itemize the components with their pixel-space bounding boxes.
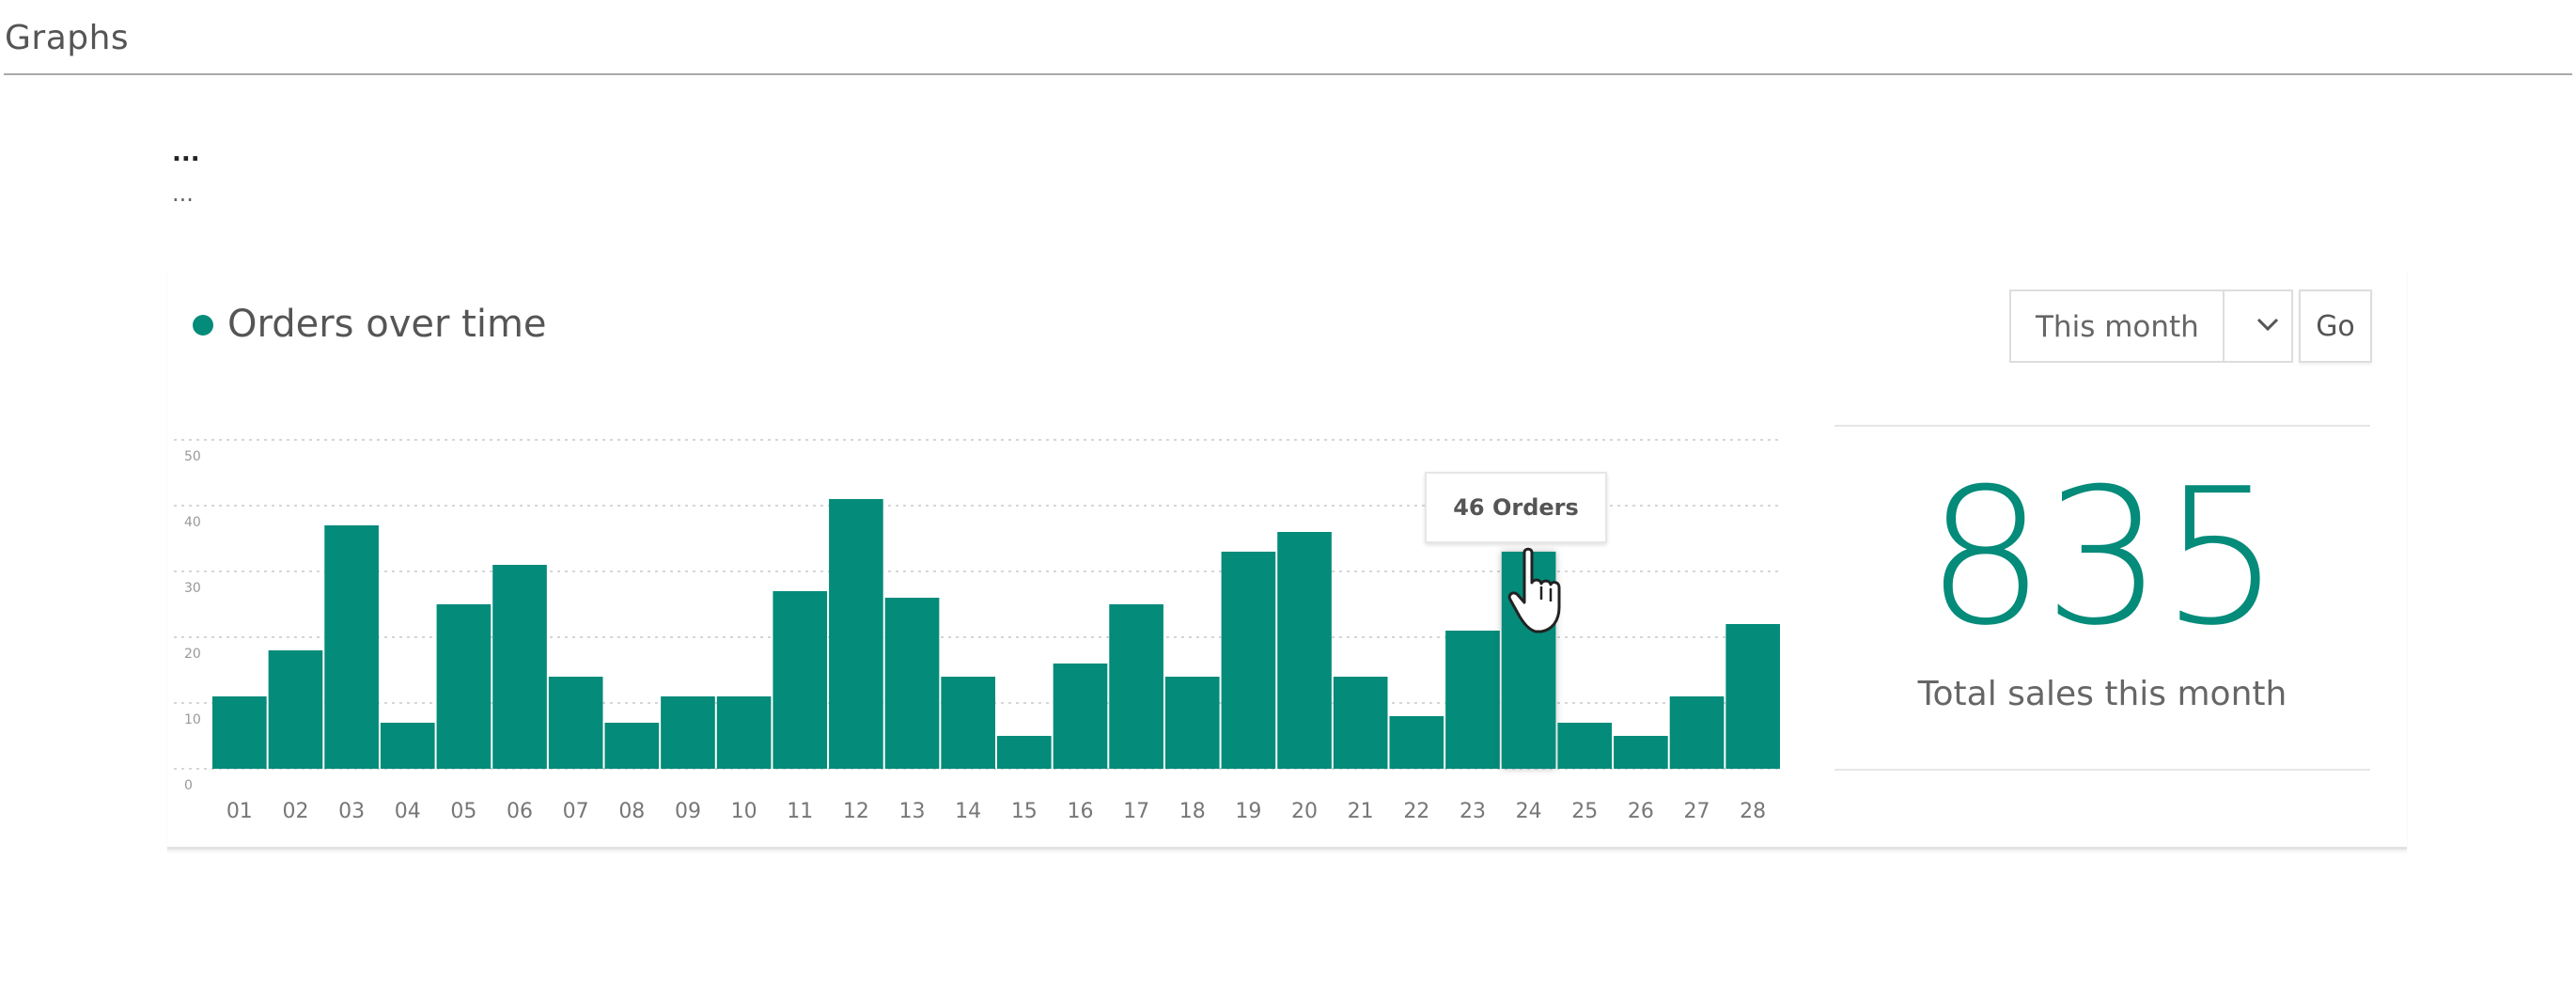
x-tick-label: 24 [1516, 800, 1542, 823]
orders-bar-chart: 0 10 20 30 40 50 01 02 03 04 05 06 07 08 09 10 11 12 13 14 1… [174, 439, 1781, 823]
stat-top-divider [1834, 425, 2370, 427]
bar-21[interactable] [1333, 677, 1388, 769]
bar-05[interactable] [436, 604, 492, 769]
bar-tooltip: 46 Orders [1425, 472, 1607, 543]
x-tick-label: 28 [1740, 800, 1766, 823]
x-tick-label: 15 [1011, 800, 1038, 823]
y-tick-label: 0 [184, 778, 193, 793]
bar-15[interactable] [997, 736, 1052, 769]
x-tick-label: 25 [1571, 800, 1598, 823]
bar-25[interactable] [1557, 723, 1613, 769]
bar-20[interactable] [1277, 532, 1332, 769]
bar-26[interactable] [1614, 736, 1668, 769]
x-tick-label: 14 [955, 800, 981, 823]
y-tick-label: 30 [184, 581, 201, 596]
bar-19[interactable] [1221, 552, 1276, 769]
x-tick-label: 21 [1348, 800, 1374, 823]
x-tick-label: 09 [675, 800, 701, 823]
y-tick-label: 20 [184, 647, 201, 662]
bar-10[interactable] [716, 696, 772, 769]
x-tick-label: 11 [787, 800, 813, 823]
bar-06[interactable] [492, 565, 547, 769]
bar-17[interactable] [1109, 604, 1163, 769]
ellipsis-heading: ... [172, 139, 200, 167]
bar-23[interactable] [1445, 631, 1500, 769]
bar-03[interactable] [324, 525, 379, 769]
x-tick-label: 04 [395, 800, 421, 823]
total-sales-panel: 835 Total sales this month [1834, 425, 2370, 771]
bar-22[interactable] [1389, 716, 1444, 769]
chevron-down-icon[interactable] [2249, 305, 2287, 343]
bar-02[interactable] [268, 650, 323, 769]
hand-cursor-icon [1507, 547, 1561, 633]
x-tick-label: 18 [1179, 800, 1206, 823]
total-sales-value: 835 [1926, 448, 2281, 667]
stat-bottom-divider [1834, 769, 2370, 771]
x-tick-label: 12 [843, 800, 869, 823]
bar-27[interactable] [1669, 696, 1725, 769]
legend-dot-icon [193, 315, 213, 336]
x-tick-label: 19 [1235, 800, 1261, 823]
bar-07[interactable] [548, 677, 603, 769]
card-title: Orders over time [227, 303, 547, 346]
x-tick-label: 13 [899, 800, 926, 823]
orders-card [167, 268, 2407, 850]
x-tick-label: 03 [338, 800, 365, 823]
x-tick-label: 01 [226, 800, 253, 823]
x-tick-label: 20 [1291, 800, 1318, 823]
bar-11[interactable] [773, 591, 828, 769]
x-tick-label: 08 [618, 800, 645, 823]
range-select-divider [2223, 291, 2225, 361]
bar-09[interactable] [661, 696, 715, 769]
x-tick-label: 27 [1684, 800, 1710, 823]
x-tick-label: 17 [1123, 800, 1149, 823]
y-tick-label: 10 [184, 712, 201, 727]
y-tick-label: 40 [184, 515, 201, 530]
x-tick-label: 22 [1403, 800, 1429, 823]
bar-18[interactable] [1164, 677, 1220, 769]
title-divider [4, 73, 2572, 75]
x-tick-label: 10 [731, 800, 757, 823]
bar-12[interactable] [829, 499, 883, 769]
x-tick-label: 07 [563, 800, 589, 823]
total-sales-label: Total sales this month [1917, 675, 2287, 713]
page-title: Graphs [5, 19, 130, 57]
ellipsis-subtext: ... [172, 180, 194, 207]
x-tick-label: 26 [1628, 800, 1654, 823]
x-tick-label: 05 [450, 800, 476, 823]
x-tick-label: 02 [282, 800, 308, 823]
x-tick-label: 06 [507, 800, 533, 823]
bar-01[interactable] [212, 696, 267, 769]
bar-14[interactable] [941, 677, 995, 769]
bar-04[interactable] [380, 723, 435, 769]
bar-13[interactable] [884, 598, 940, 769]
range-select[interactable]: This month [2009, 289, 2293, 363]
bar-16[interactable] [1053, 664, 1108, 769]
y-tick-label: 50 [184, 449, 201, 464]
bar-28[interactable] [1725, 624, 1780, 769]
x-tick-label: 16 [1067, 800, 1093, 823]
go-button[interactable]: Go [2299, 289, 2372, 363]
bar-08[interactable] [604, 723, 660, 769]
range-select-value: This month [2036, 310, 2199, 344]
x-tick-label: 23 [1460, 800, 1486, 823]
